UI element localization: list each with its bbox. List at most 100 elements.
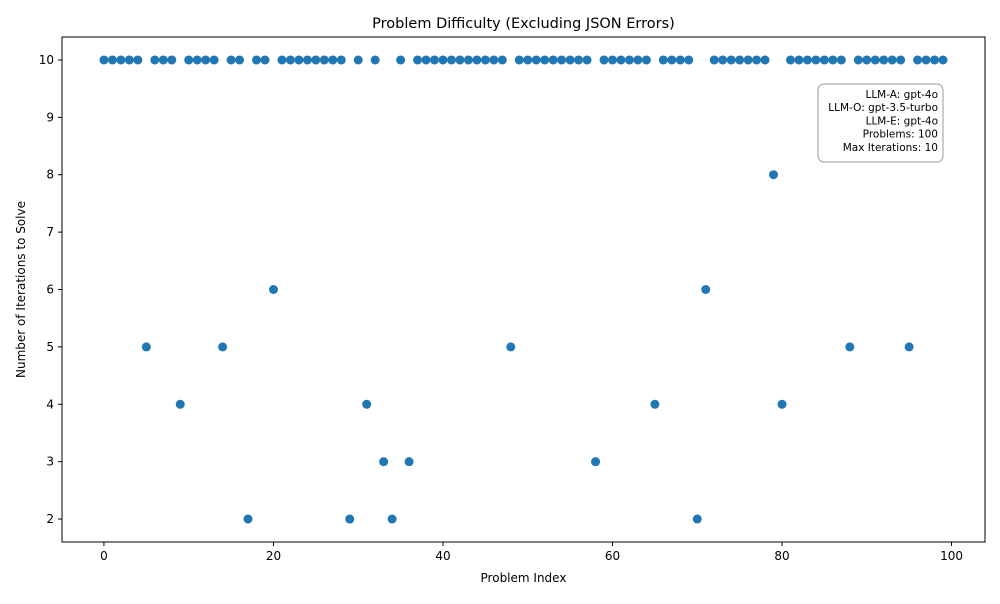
data-point — [218, 342, 228, 352]
data-point — [853, 55, 863, 65]
data-point — [836, 55, 846, 65]
y-tick-label: 3 — [46, 455, 54, 469]
data-point — [641, 55, 651, 65]
data-point — [209, 55, 219, 65]
x-tick-label: 20 — [266, 549, 281, 563]
data-point — [658, 55, 668, 65]
data-point — [624, 55, 634, 65]
data-point — [116, 55, 126, 65]
run-info-line: Max Iterations: 10 — [843, 142, 938, 154]
data-point — [387, 514, 397, 524]
run-info-box-frame — [817, 83, 944, 163]
y-tick-label: 8 — [46, 168, 54, 182]
data-point — [124, 55, 134, 65]
data-point — [540, 55, 550, 65]
data-point — [235, 55, 245, 65]
data-point — [243, 514, 253, 524]
data-point — [938, 55, 948, 65]
data-point — [565, 55, 575, 65]
data-point — [769, 170, 779, 180]
data-point — [268, 285, 278, 294]
data-point — [430, 55, 440, 65]
chart-title: Problem Difficulty (Excluding JSON Error… — [372, 16, 675, 32]
data-point — [930, 55, 940, 65]
data-point — [99, 55, 109, 65]
data-point — [904, 342, 914, 352]
data-point — [345, 514, 355, 524]
data-point — [336, 55, 346, 65]
data-point — [133, 55, 143, 65]
data-point — [735, 55, 745, 65]
data-point — [887, 55, 897, 65]
x-tick-label: 0 — [100, 549, 108, 563]
data-point — [828, 55, 838, 65]
data-point — [150, 55, 160, 65]
data-point — [294, 55, 304, 65]
data-point — [709, 55, 719, 65]
data-point — [743, 55, 753, 65]
data-point — [785, 55, 795, 65]
x-tick-label: 40 — [435, 549, 450, 563]
data-point — [362, 399, 372, 409]
data-point — [777, 399, 787, 409]
y-tick-label: 2 — [46, 512, 54, 526]
data-point — [802, 55, 812, 65]
data-point — [514, 55, 524, 65]
data-point — [701, 285, 711, 294]
x-tick-label: 80 — [774, 549, 789, 563]
data-point — [760, 55, 770, 65]
data-point — [794, 55, 804, 65]
data-point — [480, 55, 490, 65]
data-point — [591, 457, 601, 467]
data-point — [497, 55, 507, 65]
data-point — [311, 55, 321, 65]
data-point — [819, 55, 829, 65]
data-point — [692, 514, 702, 524]
data-point — [845, 342, 855, 352]
y-tick-label: 7 — [46, 225, 54, 239]
data-point — [921, 55, 931, 65]
data-point — [370, 55, 380, 65]
data-point — [879, 55, 889, 65]
data-point — [489, 55, 499, 65]
run-info-line: LLM-E: gpt-4o — [866, 115, 938, 127]
data-point — [252, 55, 262, 65]
data-point — [523, 55, 533, 65]
data-point — [175, 399, 185, 409]
data-point — [167, 55, 177, 65]
data-point — [870, 55, 880, 65]
data-point — [582, 55, 592, 65]
data-point — [667, 55, 677, 65]
data-point — [599, 55, 609, 65]
data-point — [141, 342, 151, 352]
y-tick-label: 4 — [46, 397, 54, 411]
data-point — [413, 55, 423, 65]
run-info-line: LLM-A: gpt-4o — [865, 89, 938, 101]
x-tick-label: 60 — [605, 549, 620, 563]
data-point — [862, 55, 872, 65]
data-point — [650, 399, 660, 409]
data-point — [201, 55, 211, 65]
data-point — [302, 55, 312, 65]
data-point — [896, 55, 906, 65]
data-point — [319, 55, 329, 65]
y-tick-label: 9 — [46, 110, 54, 124]
data-point — [472, 55, 482, 65]
data-point — [557, 55, 567, 65]
y-tick-label: 6 — [46, 283, 54, 297]
data-point — [718, 55, 728, 65]
data-point — [107, 55, 117, 65]
data-point — [446, 55, 456, 65]
data-point — [277, 55, 287, 65]
data-point — [353, 55, 363, 65]
run-info-line: LLM-O: gpt-3.5-turbo — [828, 102, 938, 114]
run-info-line: Problems: 100 — [863, 129, 938, 141]
data-point — [548, 55, 558, 65]
data-point — [607, 55, 617, 65]
data-point — [726, 55, 736, 65]
data-point — [285, 55, 295, 65]
data-point — [438, 55, 448, 65]
data-point — [463, 55, 473, 65]
plot-frame — [61, 36, 986, 543]
